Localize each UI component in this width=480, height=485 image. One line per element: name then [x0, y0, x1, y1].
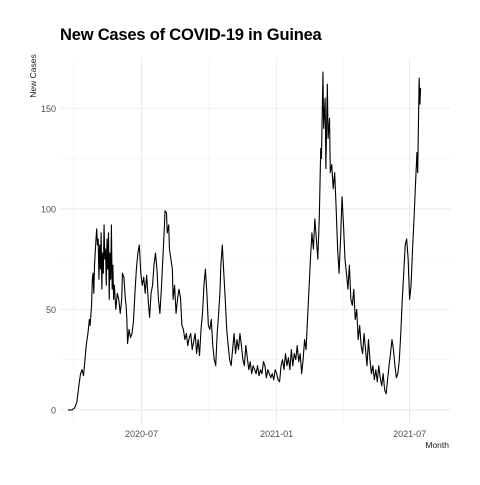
x-tick-label: 2021-07 [393, 429, 426, 439]
x-axis-label: Month [425, 440, 449, 450]
x-tick-label: 2020-07 [125, 429, 158, 439]
y-tick-label: 100 [41, 204, 56, 214]
x-axis-tick-labels: 2020-07 2021-01 2021-07 [125, 429, 426, 439]
x-tick-label: 2021-01 [260, 429, 293, 439]
chart-title: New Cases of COVID-19 in Guinea [60, 26, 322, 44]
major-gridlines [60, 58, 450, 424]
y-tick-label: 150 [41, 104, 56, 114]
y-tick-label: 50 [46, 305, 56, 315]
minor-gridlines [60, 58, 450, 424]
y-axis-tick-labels: 0 50 100 150 [41, 104, 56, 416]
series-layer [68, 71, 422, 411]
y-tick-label: 0 [51, 405, 56, 415]
y-axis-label: New Cases [28, 54, 38, 97]
series-line [68, 71, 422, 411]
